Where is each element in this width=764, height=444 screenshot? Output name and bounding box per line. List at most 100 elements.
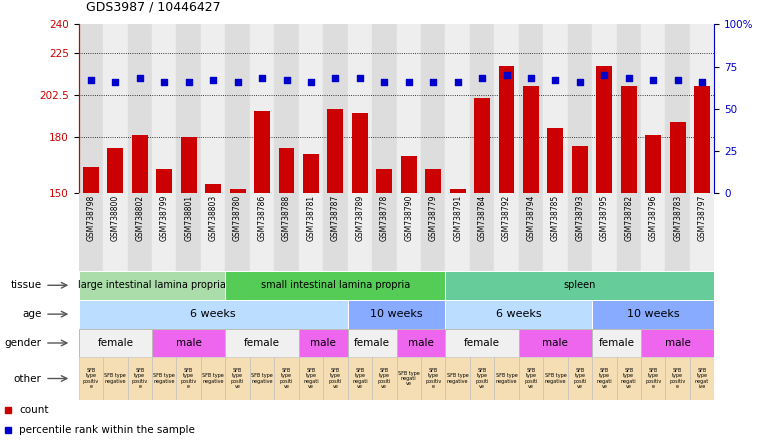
- Bar: [592, 329, 641, 357]
- Point: [158, 78, 170, 85]
- Point: [329, 75, 342, 82]
- Bar: [499, 66, 514, 193]
- Bar: [254, 111, 270, 193]
- Text: SFB
type
positiv
e: SFB type positiv e: [83, 368, 99, 389]
- Text: SFB
type
positi
ve: SFB type positi ve: [573, 368, 587, 389]
- Text: SFB
type
positi
ve: SFB type positi ve: [231, 368, 244, 389]
- Bar: [474, 98, 490, 193]
- Text: SFB
type
negati
ve: SFB type negati ve: [352, 368, 367, 389]
- Text: GSM738794: GSM738794: [526, 195, 536, 241]
- Bar: [670, 122, 685, 193]
- Text: GSM738787: GSM738787: [331, 195, 340, 241]
- Bar: [128, 193, 152, 271]
- Bar: [348, 329, 397, 357]
- Bar: [79, 24, 103, 193]
- Bar: [299, 329, 348, 357]
- Bar: [225, 271, 445, 300]
- Text: GSM738793: GSM738793: [575, 195, 584, 241]
- Text: SFB type
negative: SFB type negative: [447, 373, 468, 384]
- Text: 6 weeks: 6 weeks: [190, 309, 236, 319]
- Bar: [157, 169, 172, 193]
- Bar: [548, 127, 563, 193]
- Point: [623, 75, 635, 82]
- Bar: [274, 24, 299, 193]
- Point: [109, 78, 121, 85]
- Text: GSM738802: GSM738802: [135, 195, 144, 241]
- Text: GSM738780: GSM738780: [233, 195, 242, 241]
- Bar: [152, 329, 225, 357]
- Text: male: male: [408, 338, 434, 348]
- Text: SFB
type
positiv
e: SFB type positiv e: [131, 368, 148, 389]
- Bar: [592, 24, 617, 193]
- Text: 10 weeks: 10 weeks: [627, 309, 679, 319]
- Text: SFB
type
positiv
e: SFB type positiv e: [645, 368, 662, 389]
- Bar: [103, 193, 128, 271]
- Bar: [470, 193, 494, 271]
- Bar: [401, 156, 416, 193]
- Text: female: female: [598, 338, 635, 348]
- Bar: [79, 357, 103, 400]
- Text: SFB
type
positi
ve: SFB type positi ve: [329, 368, 342, 389]
- Text: SFB type
negative: SFB type negative: [105, 373, 126, 384]
- Text: tissue: tissue: [11, 280, 41, 290]
- Bar: [445, 24, 470, 193]
- Bar: [323, 357, 348, 400]
- Bar: [299, 24, 323, 193]
- Bar: [225, 24, 250, 193]
- Point: [231, 78, 244, 85]
- Bar: [348, 357, 372, 400]
- Bar: [152, 357, 176, 400]
- Bar: [694, 86, 710, 193]
- Bar: [250, 357, 274, 400]
- Bar: [79, 271, 225, 300]
- Bar: [523, 86, 539, 193]
- Text: SFB
type
negati
ve: SFB type negati ve: [597, 368, 612, 389]
- Bar: [543, 24, 568, 193]
- Point: [403, 78, 415, 85]
- Bar: [348, 24, 372, 193]
- Point: [696, 78, 708, 85]
- Text: GSM738784: GSM738784: [478, 195, 487, 241]
- Text: female: female: [464, 338, 500, 348]
- Text: male: male: [176, 338, 202, 348]
- Text: SFB type
negati
ve: SFB type negati ve: [398, 371, 419, 386]
- Text: GSM738778: GSM738778: [380, 195, 389, 241]
- Text: GSM738790: GSM738790: [404, 195, 413, 241]
- Bar: [225, 357, 250, 400]
- Bar: [690, 193, 714, 271]
- Point: [280, 76, 293, 83]
- Text: GSM738803: GSM738803: [209, 195, 218, 241]
- Bar: [176, 193, 201, 271]
- Bar: [597, 66, 612, 193]
- Bar: [299, 357, 323, 400]
- Bar: [665, 24, 690, 193]
- Bar: [79, 300, 348, 329]
- Bar: [617, 193, 641, 271]
- Bar: [519, 357, 543, 400]
- Bar: [328, 109, 343, 193]
- Text: small intestinal lamina propria: small intestinal lamina propria: [261, 280, 410, 290]
- Point: [256, 75, 268, 82]
- Bar: [592, 300, 714, 329]
- Bar: [201, 193, 225, 271]
- Point: [500, 71, 513, 79]
- Bar: [372, 193, 397, 271]
- Bar: [450, 190, 465, 193]
- Bar: [103, 24, 128, 193]
- Text: GSM738801: GSM738801: [184, 195, 193, 241]
- Text: GSM738791: GSM738791: [453, 195, 462, 241]
- Point: [647, 76, 659, 83]
- Text: SFB type
negative: SFB type negative: [545, 373, 566, 384]
- Bar: [426, 169, 441, 193]
- Bar: [201, 357, 225, 400]
- Bar: [641, 24, 665, 193]
- Bar: [83, 167, 99, 193]
- Text: female: female: [244, 338, 280, 348]
- Text: SFB
type
positi
ve: SFB type positi ve: [377, 368, 391, 389]
- Point: [452, 78, 464, 85]
- Text: SFB
type
positiv
e: SFB type positiv e: [180, 368, 197, 389]
- Text: spleen: spleen: [564, 280, 596, 290]
- Text: GSM738788: GSM738788: [282, 195, 291, 241]
- Bar: [274, 357, 299, 400]
- Text: SFB type
negative: SFB type negative: [202, 373, 224, 384]
